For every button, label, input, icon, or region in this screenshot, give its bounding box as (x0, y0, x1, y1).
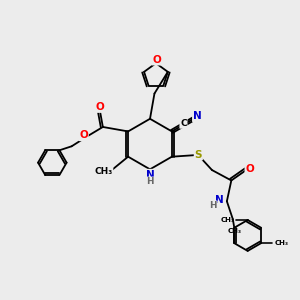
Text: O: O (79, 130, 88, 140)
Text: H: H (209, 201, 217, 210)
Text: N: N (193, 111, 202, 121)
Text: CH₃: CH₃ (227, 228, 241, 234)
Text: O: O (245, 164, 254, 174)
Text: C: C (180, 119, 187, 128)
Text: H: H (146, 177, 154, 186)
Text: CH₃: CH₃ (274, 240, 288, 246)
Text: N: N (215, 195, 224, 205)
Text: O: O (152, 55, 161, 64)
Text: O: O (95, 102, 104, 112)
Text: S: S (195, 150, 202, 160)
Text: CH₃: CH₃ (94, 167, 112, 176)
Text: CH₃: CH₃ (220, 217, 234, 223)
Text: N: N (146, 170, 154, 180)
